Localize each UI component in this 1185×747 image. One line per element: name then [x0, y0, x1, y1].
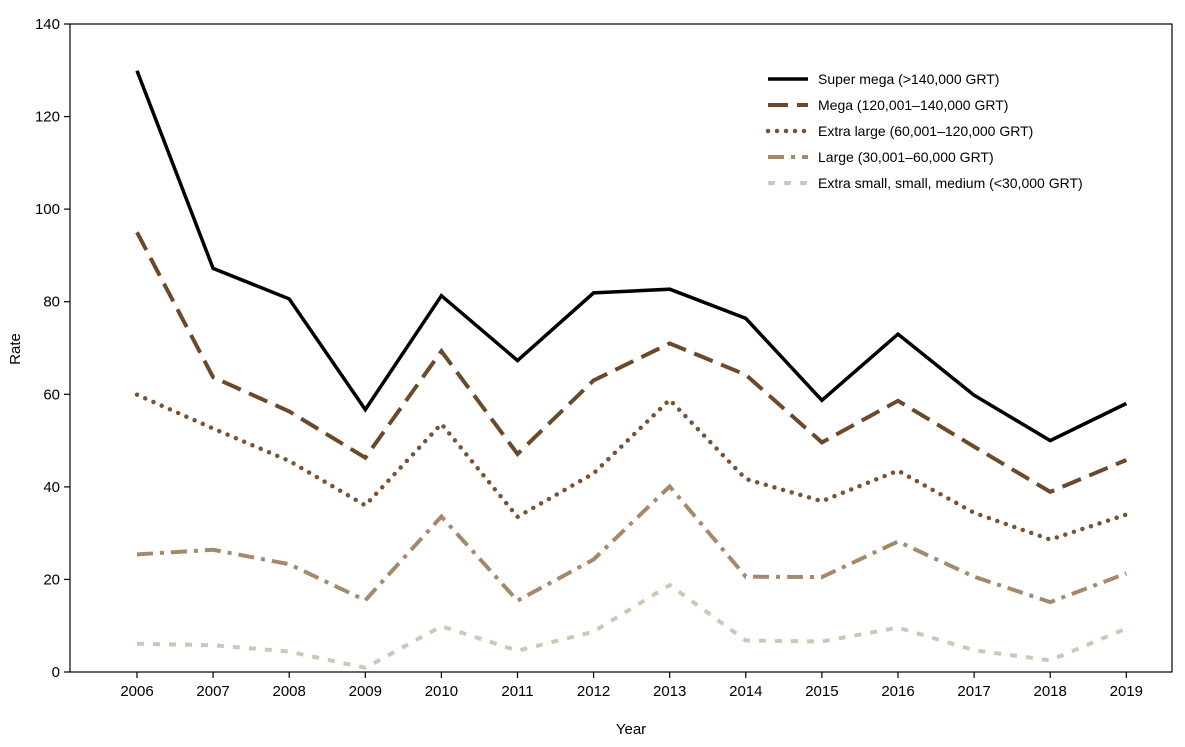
series-line-1 — [135, 70, 1128, 443]
y-tick-label: 100 — [35, 201, 60, 218]
x-tick-label: 2017 — [957, 683, 990, 700]
legend-label-3: Extra large (60,001–120,000 GRT) — [818, 123, 1033, 139]
x-tick-label: 2010 — [425, 683, 458, 700]
x-tick-label: 2012 — [577, 683, 610, 700]
x-tick-label: 2008 — [273, 683, 306, 700]
legend-label-2: Mega (120,001–140,000 GRT) — [818, 97, 1008, 113]
x-tick-label: 2011 — [501, 683, 533, 700]
y-tick-label: 0 — [52, 664, 60, 681]
y-tick-label: 140 — [35, 16, 60, 33]
y-tick-label: 20 — [43, 571, 60, 588]
x-tick-label: 2007 — [196, 683, 229, 700]
x-tick-label: 2013 — [653, 683, 686, 700]
x-tick-label: 2009 — [349, 683, 382, 700]
y-tick-label: 120 — [35, 109, 60, 126]
legend: Super mega (>140,000 GRT) Mega (120,001–1… — [765, 71, 1083, 191]
y-tick-label: 40 — [43, 479, 60, 496]
legend-label-4: Large (30,001–60,000 GRT) — [818, 149, 994, 165]
x-tick-label: 2016 — [881, 683, 914, 700]
x-tick-label: 2014 — [729, 683, 762, 700]
series-line-5 — [136, 582, 1128, 670]
y-tick-label: 80 — [43, 294, 60, 311]
series-line-4 — [136, 483, 1128, 605]
y-tick-label: 60 — [43, 386, 60, 403]
plot-area: 0 20 40 60 80 100 120 140 2006 2007 2008 2009 2010 20… — [35, 16, 1173, 700]
legend-label-5: Extra small, small, medium (<30,000 GRT) — [818, 175, 1083, 191]
series-line-3 — [134, 392, 1129, 542]
x-tick-label: 2019 — [1110, 683, 1143, 700]
x-axis-title: Year — [616, 721, 646, 738]
x-tick-label: 2018 — [1034, 683, 1067, 700]
legend-label-1: Super mega (>140,000 GRT) — [818, 71, 999, 87]
plot-frame — [69, 23, 1173, 673]
series-line-2 — [135, 231, 1128, 495]
x-tick-label: 2006 — [120, 683, 153, 700]
y-axis-title: Rate — [7, 333, 24, 365]
x-tick-label: 2015 — [805, 683, 838, 700]
